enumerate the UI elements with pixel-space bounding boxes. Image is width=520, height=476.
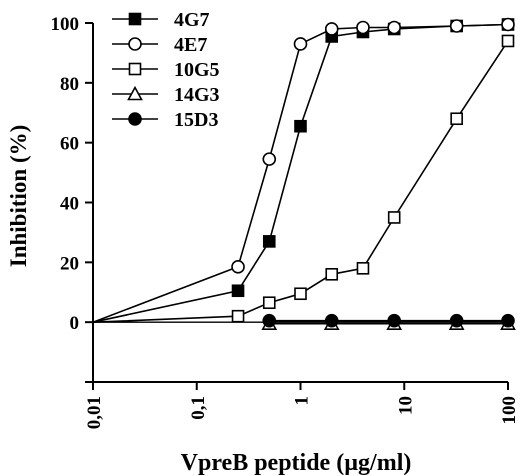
data-point-10g5	[294, 287, 307, 301]
series-line-10g5	[92, 40, 509, 323]
series-markers	[231, 17, 516, 330]
legend-marker-10g5	[128, 62, 142, 76]
x-tick-label: 10	[395, 396, 416, 415]
x-tick-label: 100	[499, 396, 520, 425]
data-point-15d3	[324, 313, 339, 328]
legend-label-15d3: 15D3	[174, 109, 218, 131]
data-point-10g5	[231, 309, 245, 323]
x-tick-label: 0,01	[84, 396, 105, 429]
data-point-4e7	[293, 37, 308, 51]
data-point-4e7	[324, 22, 339, 36]
data-point-4g7	[294, 119, 307, 133]
data-point-10g5	[501, 34, 515, 48]
y-tick-label: 60	[60, 134, 79, 155]
y-tick-label: 80	[60, 74, 79, 95]
legend: 4G7 4E7 10G5 14G3 15D3	[112, 9, 220, 131]
y-tick-label: 0	[70, 313, 80, 334]
x-tick-label: 1	[292, 396, 313, 406]
legend-marker-4g7	[128, 12, 142, 26]
data-point-10g5	[325, 267, 339, 281]
legend-marker-14g3	[127, 85, 143, 101]
data-point-10g5	[450, 112, 463, 126]
legend-label-10g5: 10G5	[174, 59, 220, 81]
ticks: 0 20 40 60 80 100 0,01 0,1 1 10 100	[51, 14, 520, 429]
data-point-15d3	[449, 313, 464, 328]
x-axis-label: VpreB peptide (µg/ml)	[181, 450, 412, 476]
y-tick-label: 20	[60, 253, 79, 274]
data-point-15d3	[262, 313, 277, 328]
data-point-10g5	[356, 262, 370, 275]
data-point-15d3	[501, 313, 515, 328]
legend-label-14g3: 14G3	[174, 84, 220, 106]
data-point-4e7	[356, 20, 370, 35]
data-point-4e7	[449, 19, 464, 33]
data-point-10g5	[387, 211, 401, 224]
y-axis-label: Inhibition (%)	[6, 125, 31, 268]
data-point-4g7	[262, 235, 276, 248]
axes	[92, 23, 508, 383]
data-point-10g5	[262, 296, 276, 310]
x-tick-label: 0,1	[188, 396, 209, 420]
legend-label-4g7: 4G7	[174, 9, 210, 31]
data-point-4e7	[501, 17, 515, 32]
data-point-4e7	[387, 20, 401, 35]
data-point-4e7	[231, 260, 245, 274]
y-tick-label: 40	[60, 194, 79, 215]
data-point-15d3	[387, 313, 401, 328]
legend-marker-15d3	[128, 112, 142, 126]
legend-label-4e7: 4E7	[174, 34, 207, 56]
data-point-4e7	[262, 152, 277, 166]
data-point-4g7	[231, 284, 245, 298]
legend-marker-4e7	[128, 37, 142, 51]
y-tick-label: 100	[51, 14, 80, 35]
